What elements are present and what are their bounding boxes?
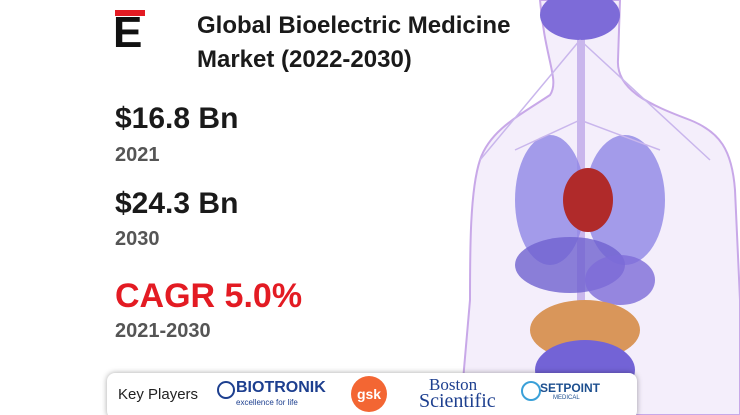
logo-name: BIOTRONIK <box>236 379 326 396</box>
stat-label: 2030 <box>115 228 160 250</box>
key-players-bar: Key Players BIOTRONIK excellence for lif… <box>107 373 637 415</box>
logo-icon <box>521 381 541 401</box>
logo-name: Scientific <box>419 390 496 412</box>
title: Global Bioelectric Medicine <box>197 12 511 39</box>
title: Market (2022-2030) <box>197 46 412 73</box>
logo-bar <box>115 10 145 16</box>
stat-label: 2021 <box>115 144 160 166</box>
logo-icon <box>217 381 235 399</box>
logo-name: gsk <box>351 376 387 412</box>
stat-value: $16.8 Bn <box>115 102 239 135</box>
brand-logo: E <box>113 8 143 57</box>
stat-label: 2021-2030 <box>115 320 211 342</box>
logo-name: SETPOINT <box>540 381 601 395</box>
key-players-label: Key Players <box>118 386 199 403</box>
anatomy-illustration <box>458 0 740 415</box>
stat-value: CAGR 5.0% <box>115 277 303 315</box>
stat-value: $24.3 Bn <box>115 187 239 220</box>
logo-name: Boston <box>429 375 478 394</box>
logo-tagline: excellence for life <box>236 398 298 407</box>
logo-tagline: MEDICAL <box>553 395 580 401</box>
